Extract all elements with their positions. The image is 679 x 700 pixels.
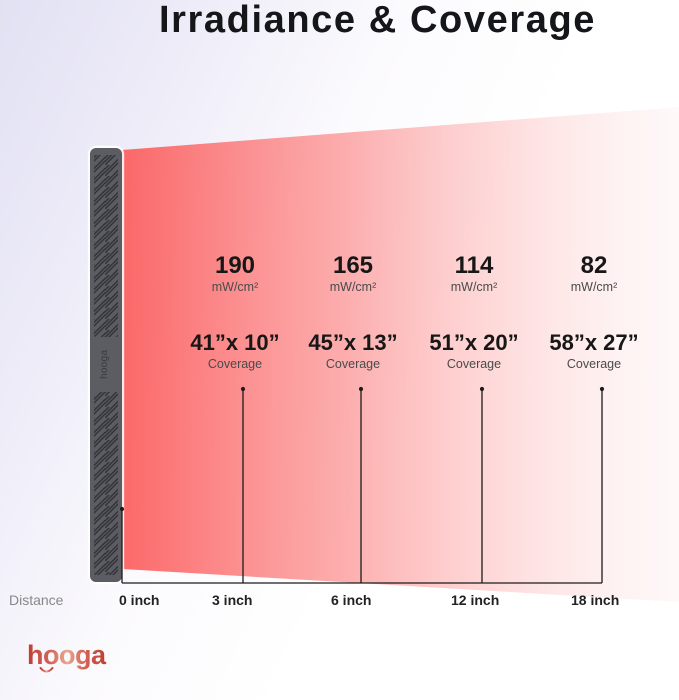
- svg-text:hooga: hooga: [27, 640, 107, 670]
